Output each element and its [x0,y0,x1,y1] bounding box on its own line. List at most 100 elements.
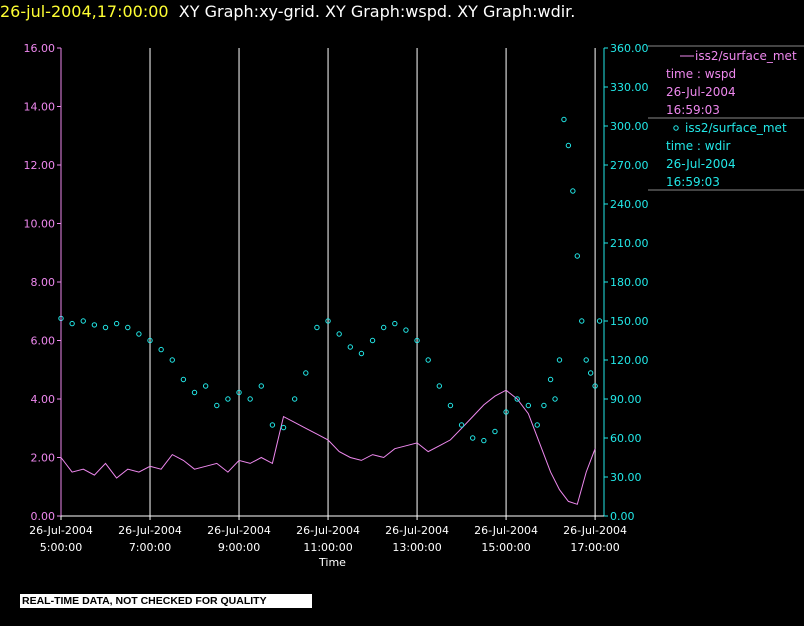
right-tick-label: 120.00 [610,354,649,367]
wdir-point [336,331,342,337]
right-tick-label: 300.00 [610,120,649,133]
wdir-point [570,188,576,194]
wdir-point [314,324,320,331]
axes: 0.00 2.00 4.00 6.00 8.00 10.00 12.00 14.00 16.00… [24,42,649,569]
wdir-point [458,422,465,428]
x-tick-time: 7:00:00 [129,541,171,554]
left-tick-label: 0.00 [31,510,56,523]
wdir-point [565,142,572,149]
wdir-point [125,324,131,331]
legend-text: iss2/surface_met [695,49,797,63]
wdir-point [358,350,365,357]
x-tick-date: 26-Jul-2004 [474,524,538,537]
right-tick-label: 360.00 [610,42,649,55]
wdir-point [596,318,603,324]
x-tick-date: 26-Jul-2004 [29,524,93,537]
right-tick-label: 330.00 [610,81,649,94]
x-tick-time: 9:00:00 [218,541,260,554]
legend-text: 16:59:03 [666,103,720,117]
x-tick-date: 26-Jul-2004 [385,524,449,537]
wdir-point [280,424,287,431]
left-tick-label: 8.00 [31,276,56,289]
wdir-point [169,357,175,363]
left-tick-label: 4.00 [31,393,56,406]
wdir-point [574,253,580,259]
wdir-point [579,318,585,324]
wdir-point [136,331,142,337]
legend-text: time : wdir [666,139,731,153]
wdir-point [592,383,598,389]
wdir-point [403,327,409,333]
x-tick-time: 13:00:00 [392,541,441,554]
legend-text: 16:59:03 [666,175,720,189]
wdir-point [447,402,454,409]
wdir-point [552,396,558,402]
wdir-point [525,402,532,409]
wdir-point [80,318,86,324]
wdir-point [492,428,498,435]
left-tick-label: 16.00 [24,42,56,55]
wdir-point [547,376,554,383]
right-tick-label: 30.00 [610,471,642,484]
wdir-point [514,396,520,402]
wdir-point [556,357,563,363]
wdir-point [102,324,109,331]
legend-text: iss2/surface_met [685,121,787,135]
right-tick-label: 60.00 [610,432,642,445]
right-tick-label: 270.00 [610,159,649,172]
grid-lines [149,48,596,516]
wdir-point [113,320,120,327]
legend-text: time : wspd [666,67,736,81]
wdir-point [425,357,431,363]
right-tick-label: 0.00 [610,510,635,523]
right-tick-label: 90.00 [610,393,642,406]
wdir-point [380,324,387,331]
legend-text: 26-Jul-2004 [666,85,736,99]
left-tick-label: 10.00 [24,218,56,231]
x-tick-time: 15:00:00 [481,541,530,554]
wdir-point [158,346,164,353]
x-tick-date: 26-Jul-2004 [207,524,271,537]
wdir-point [534,422,540,428]
wdir-point [236,389,242,396]
x-axis-label: Time [318,556,346,569]
left-tick-label: 6.00 [31,335,56,348]
wdir-point [436,383,443,389]
wdir-point [587,370,594,376]
wdir-point [202,383,209,389]
wdir-point [269,422,276,428]
right-tick-label: 180.00 [610,276,649,289]
wdir-point [503,409,509,415]
wdir-point [214,402,220,409]
x-tick-time: 11:00:00 [303,541,352,554]
x-tick-date: 26-Jul-2004 [563,524,627,537]
wdir-point [583,357,589,363]
wdir-series [58,116,603,444]
left-tick-label: 2.00 [31,452,56,465]
wdir-point [147,337,153,344]
wdir-point [247,396,253,402]
legend-text: 26-Jul-2004 [666,157,736,171]
wdir-point [561,116,567,123]
wdir-point [414,337,420,344]
x-tick-date: 26-Jul-2004 [296,524,360,537]
wdir-point [91,322,98,328]
right-tick-label: 150.00 [610,315,649,328]
wdir-point [481,437,487,444]
x-tick-time: 5:00:00 [40,541,82,554]
wdir-point [191,389,198,396]
wdir-point [369,337,376,344]
wdir-point [258,383,264,389]
left-tick-label: 14.00 [24,101,56,114]
wdir-point [541,402,547,409]
wdir-point [291,396,298,402]
left-tick-label: 12.00 [24,159,56,172]
wdir-point [470,435,476,441]
wdir-point [325,318,331,324]
wdir-point [69,320,75,327]
right-tick-label: 210.00 [610,237,649,250]
wdir-point [225,396,231,402]
graph-title: 26-jul-2004,17:00:00 XY Graph:xy-grid. X… [0,2,575,21]
